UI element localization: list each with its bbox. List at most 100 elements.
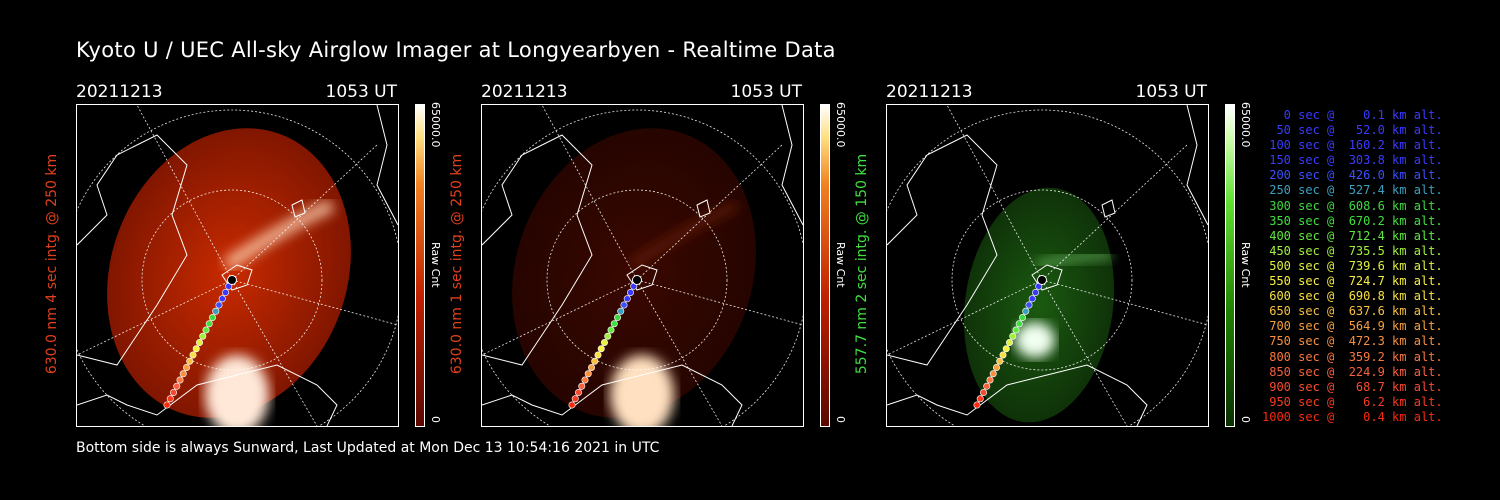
trajectory-point — [594, 351, 602, 359]
colorbar-min-label: 0 — [834, 416, 847, 423]
trajectory-point — [163, 401, 171, 409]
colorbar — [415, 104, 425, 427]
trajectory-point — [617, 307, 625, 315]
legend-row: 100 sec @ 160.2 km alt. — [1262, 138, 1443, 153]
trajectory-point — [209, 314, 217, 322]
trajectory-point — [597, 345, 605, 353]
trajectory-point — [166, 395, 174, 403]
panel-date: 20211213 — [76, 82, 163, 102]
trajectory-point — [186, 357, 194, 365]
trajectory-point — [192, 345, 200, 353]
trajectory-point — [215, 301, 223, 309]
trajectory-point — [983, 382, 991, 390]
trajectory-point — [199, 332, 207, 340]
trajectory-point — [179, 370, 187, 378]
trajectory-point — [973, 401, 981, 409]
trajectory-point — [623, 295, 631, 303]
trajectory-point — [993, 363, 1001, 371]
legend-row: 750 sec @ 472.3 km alt. — [1262, 334, 1443, 349]
trajectory-point — [578, 382, 586, 390]
legend-row: 900 sec @ 68.7 km alt. — [1262, 379, 1443, 394]
colorbar — [820, 104, 830, 427]
colorbar-unit-label: Raw Cnt — [1239, 242, 1252, 288]
trajectory-point — [976, 395, 984, 403]
trajectory-point — [999, 351, 1007, 359]
trajectory-point — [591, 357, 599, 365]
legend-row: 250 sec @ 527.4 km alt. — [1262, 183, 1443, 198]
trajectory-point — [588, 363, 596, 371]
trajectory-point — [1022, 307, 1030, 315]
trajectory-point — [1002, 345, 1010, 353]
trajectory-point — [173, 382, 181, 390]
trajectory-point — [571, 395, 579, 403]
panel-date: 20211213 — [481, 82, 568, 102]
trajectory-point — [1032, 289, 1040, 297]
trajectory-point — [584, 370, 592, 378]
trajectory-point — [222, 289, 230, 297]
trajectory-point — [212, 307, 220, 315]
imager-panel-630-4s: 20211213 1053 UT 630.0 nm 4 sec intg. @ … — [44, 82, 486, 432]
colorbar-min-label: 0 — [1239, 416, 1252, 423]
imager-panel-557-2s: 20211213 1053 UT 557.7 nm 2 sec intg. @ … — [854, 82, 1296, 432]
legend-row: 300 sec @ 608.6 km alt. — [1262, 198, 1443, 213]
trajectory-point — [575, 388, 583, 396]
trajectory-point — [989, 370, 997, 378]
legend-row: 700 sec @ 564.9 km alt. — [1262, 319, 1443, 334]
trajectory-point — [1025, 301, 1033, 309]
trajectory-point — [568, 401, 576, 409]
trajectory-point — [601, 339, 609, 347]
trajectory-point — [610, 320, 618, 328]
trajectory-point — [176, 376, 184, 384]
allsky-image — [77, 105, 398, 426]
trajectory-point — [196, 339, 204, 347]
legend-row: 550 sec @ 724.7 km alt. — [1262, 274, 1443, 289]
trajectory-point — [627, 289, 635, 297]
footer-status: Bottom side is always Sunward, Last Upda… — [76, 440, 660, 456]
legend-row: 800 sec @ 359.2 km alt. — [1262, 349, 1443, 364]
page-title: Kyoto U / UEC All-sky Airglow Imager at … — [76, 38, 836, 62]
trajectory-point — [581, 376, 589, 384]
legend-row: 450 sec @ 735.5 km alt. — [1262, 243, 1443, 258]
legend-row: 200 sec @ 426.0 km alt. — [1262, 168, 1443, 183]
trajectory-point — [614, 314, 622, 322]
trajectory-point — [183, 363, 191, 371]
legend-row: 0 sec @ 0.1 km alt. — [1262, 108, 1443, 122]
trajectory-point — [986, 376, 994, 384]
trajectory-point — [1019, 314, 1027, 322]
trajectory-legend: 0 sec @ 0.1 km alt. 50 sec @ 52.0 km alt… — [1262, 108, 1443, 425]
legend-row: 50 sec @ 52.0 km alt. — [1262, 123, 1443, 138]
panel-time: 1053 UT — [325, 82, 398, 102]
trajectory-point — [1012, 326, 1020, 334]
allsky-image — [887, 105, 1208, 426]
colorbar-min-label: 0 — [429, 416, 442, 423]
trajectory-point — [189, 351, 197, 359]
panel-wavelength-label: 557.7 nm 2 sec intg. @ 150 km — [854, 153, 870, 375]
panel-time: 1053 UT — [1135, 82, 1208, 102]
trajectory-point — [205, 320, 213, 328]
trajectory-point — [1028, 295, 1036, 303]
panel-wavelength-label: 630.0 nm 4 sec intg. @ 250 km — [44, 153, 60, 375]
colorbar-max-label: 65000.0 — [834, 102, 847, 148]
colorbar-max-label: 65000.0 — [429, 102, 442, 148]
legend-row: 600 sec @ 690.8 km alt. — [1262, 289, 1443, 304]
legend-row: 850 sec @ 224.9 km alt. — [1262, 364, 1443, 379]
trajectory-point — [996, 357, 1004, 365]
colorbar-max-label: 65000.0 — [1239, 102, 1252, 148]
legend-row: 350 sec @ 670.2 km alt. — [1262, 213, 1443, 228]
allsky-image-frame — [886, 104, 1209, 427]
trajectory-point — [170, 388, 178, 396]
trajectory-point — [980, 388, 988, 396]
colorbar-unit-label: Raw Cnt — [429, 242, 442, 288]
colorbar-unit-label: Raw Cnt — [834, 242, 847, 288]
panel-date: 20211213 — [886, 82, 973, 102]
colorbar — [1225, 104, 1235, 427]
trajectory-point — [218, 295, 226, 303]
allsky-image — [482, 105, 803, 426]
legend-row: 950 sec @ 6.2 km alt. — [1262, 394, 1443, 409]
trajectory-point — [620, 301, 628, 309]
trajectory-point — [607, 326, 615, 334]
allsky-image-frame — [76, 104, 399, 427]
trajectory-point — [202, 326, 210, 334]
legend-row: 1000 sec @ 0.4 km alt. — [1262, 409, 1443, 424]
legend-row: 150 sec @ 303.8 km alt. — [1262, 153, 1443, 168]
